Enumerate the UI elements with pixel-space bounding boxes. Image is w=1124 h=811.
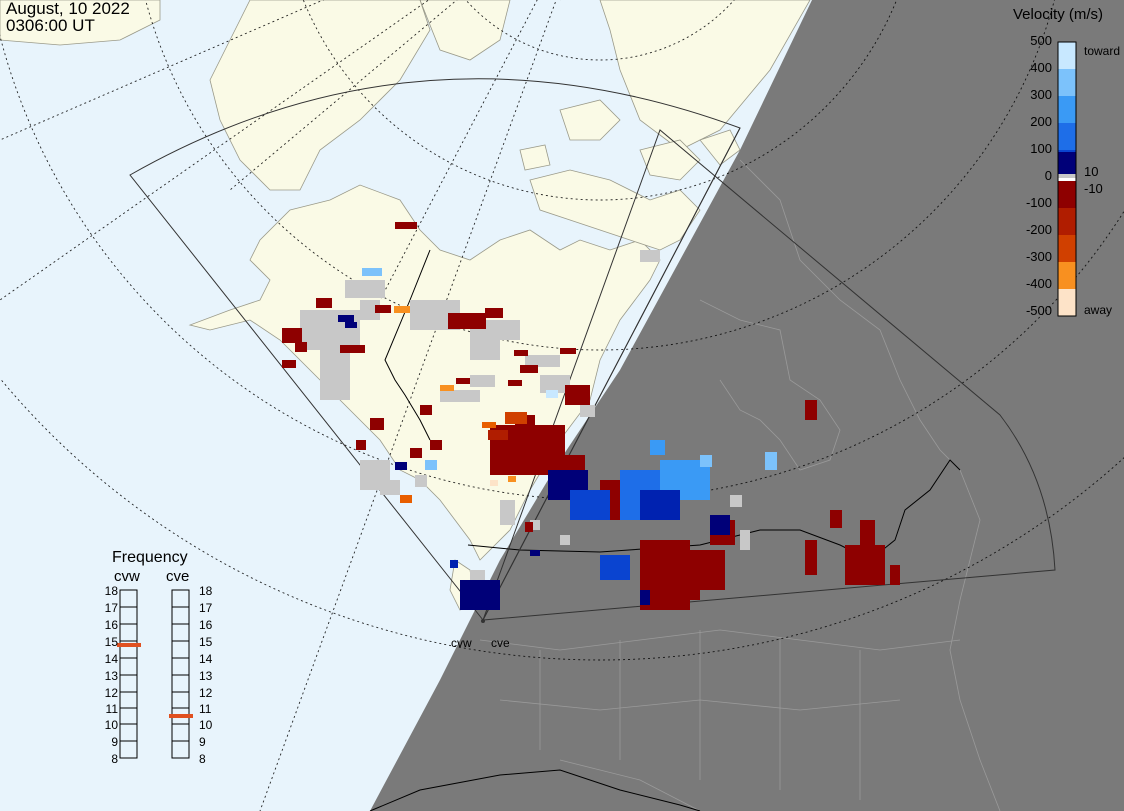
freq-scale-left: 9 [111, 735, 118, 749]
freq-scale-right: 8 [199, 752, 206, 766]
colorbar-away-label: away [1084, 303, 1113, 317]
freq-scale-right: 14 [199, 652, 213, 666]
time-label: 0306:00 UT [6, 16, 95, 35]
freq-scale-right: 18 [199, 584, 213, 598]
freq-scale-right: 17 [199, 601, 213, 615]
freq-scale-right: 16 [199, 618, 213, 632]
site-label-cve: cve [491, 636, 510, 650]
colorbar-tick: -200 [1025, 222, 1052, 237]
date-label: August, 10 2022 [6, 0, 130, 18]
freq-scale-right: 12 [199, 686, 213, 700]
freq-scale-right: 10 [199, 718, 213, 732]
radar-site-markers [481, 619, 485, 623]
colorbar-inner-label: 10 [1084, 164, 1099, 179]
colorbar-title: Velocity (m/s) [1013, 6, 1104, 23]
freq-scale-left: 14 [104, 652, 118, 666]
freq-scale-right: 13 [199, 669, 213, 683]
frequency-radar-label-cvw: cvw [114, 568, 140, 585]
velocity-colorbar [1057, 41, 1077, 317]
colorbar-inner-label: -10 [1084, 181, 1103, 196]
freq-scale-left: 12 [104, 686, 118, 700]
colorbar-toward-label: toward [1084, 44, 1121, 58]
velocity-away-strong-cells [394, 306, 527, 503]
colorbar-tick: 200 [1030, 114, 1052, 129]
radar-fov-outline [129, 78, 1056, 621]
frequency-scale-cve [171, 589, 190, 759]
colorbar-tick: -100 [1025, 195, 1052, 210]
freq-scale-left: 16 [104, 618, 118, 632]
frequency-radar-label-cve: cve [166, 568, 190, 585]
freq-scale-left: 13 [104, 669, 118, 683]
frequency-scale-cvw [119, 589, 138, 759]
freq-scale-right: 9 [199, 735, 206, 749]
nightside-region [370, 0, 1124, 811]
colorbar-tick: 500 [1030, 33, 1052, 48]
freq-scale-left: 15 [104, 635, 118, 649]
timestamp: August, 10 2022 0306:00 UT [6, 0, 130, 34]
frequency-title: Frequency [112, 549, 188, 566]
ground-scatter-cells [300, 250, 750, 585]
colorbar-tick: -400 [1025, 276, 1052, 291]
colorbar-tick: -300 [1025, 249, 1052, 264]
freq-scale-left: 10 [104, 718, 118, 732]
colorbar-tick: 400 [1030, 60, 1052, 75]
freq-scale-left: 18 [104, 584, 118, 598]
freq-scale-right: 15 [199, 635, 213, 649]
freq-scale-left: 11 [105, 702, 118, 716]
freq-scale-left: 8 [111, 752, 118, 766]
frequency-marker-cvw [117, 643, 141, 647]
colorbar-tick: -500 [1025, 303, 1052, 318]
freq-scale-right: 11 [199, 702, 212, 716]
freq-scale-left: 17 [104, 601, 118, 615]
frequency-marker-cve [169, 714, 193, 718]
colorbar-tick: 0 [1044, 168, 1052, 183]
site-label-cvw: cvw [451, 636, 472, 650]
colorbar-tick: 300 [1030, 87, 1052, 102]
velocity-toward-cells [338, 268, 777, 610]
colorbar-tick: 100 [1030, 141, 1052, 156]
